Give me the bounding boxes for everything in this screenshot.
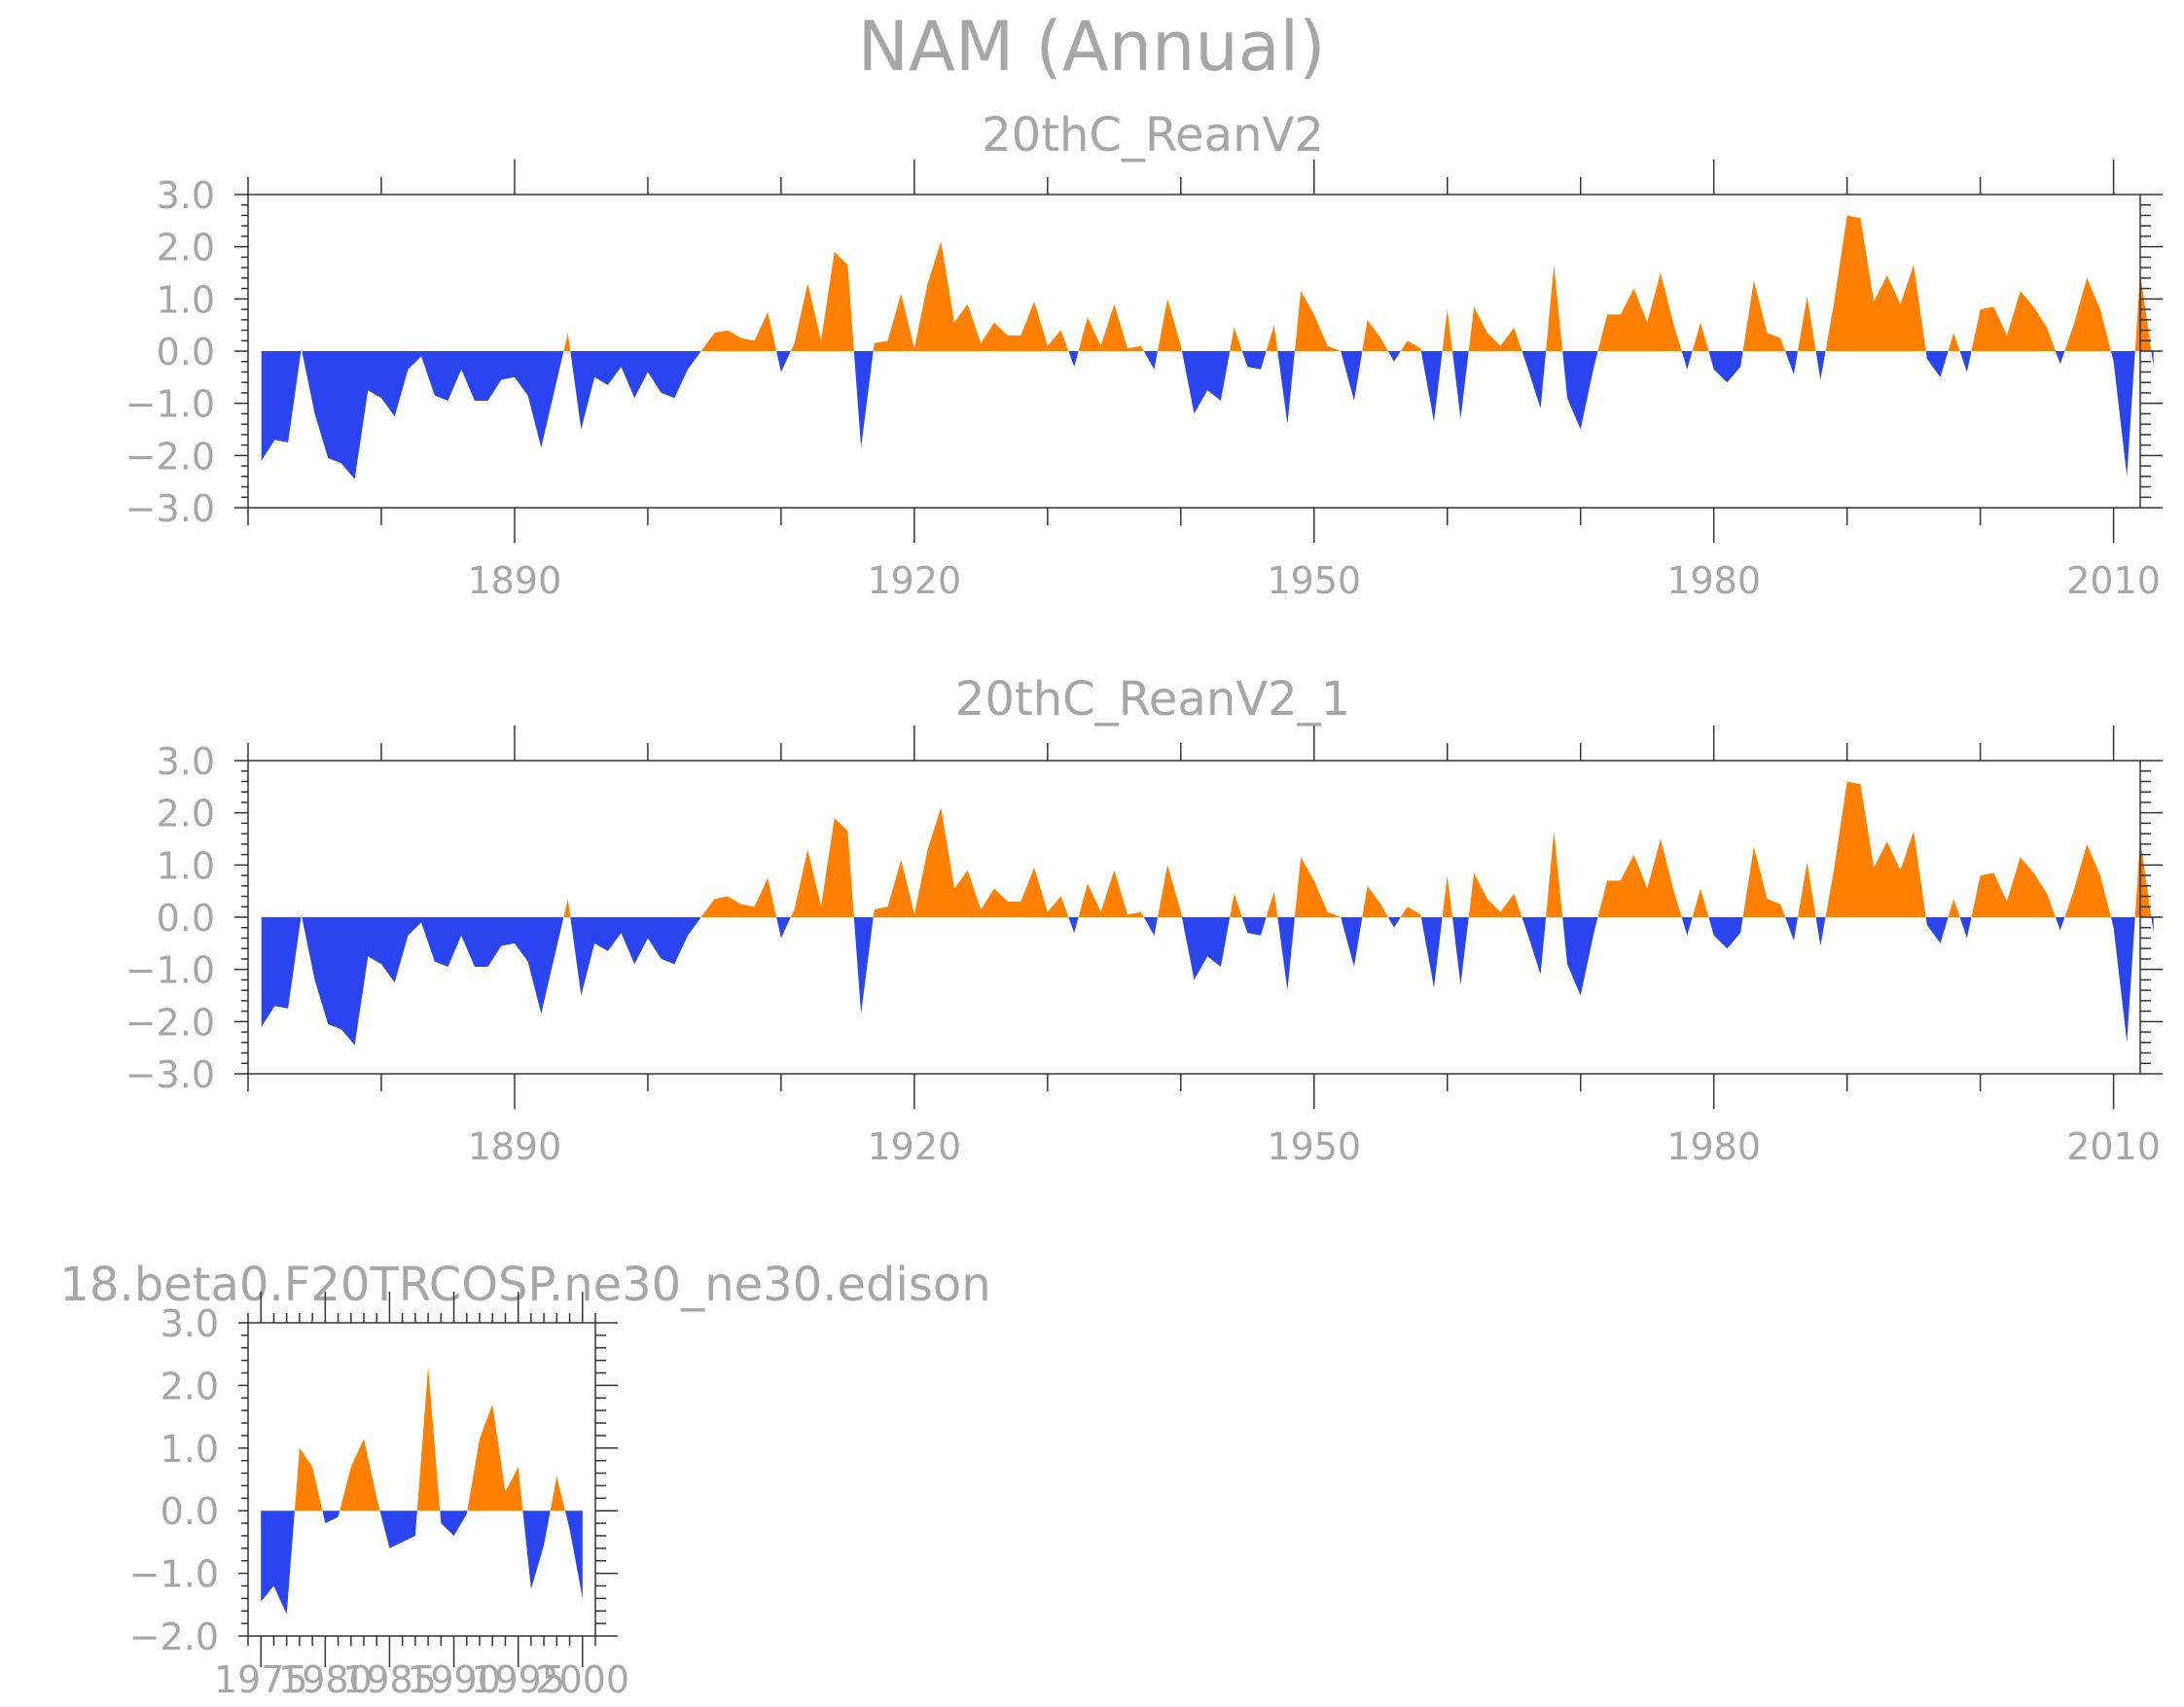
panel-2-y-tick-label: −3.0 (125, 1053, 215, 1096)
panel-3-positive-area (261, 1367, 583, 1511)
panel-2-x-tick-label: 1980 (1666, 1125, 1761, 1168)
panel-3-x-tick-label: 1975 (214, 1658, 308, 1701)
panel-3-negative-area (261, 1511, 583, 1615)
panel-1-y-tick-label: 0.0 (157, 331, 215, 373)
panel-1-y-tick-label: 3.0 (157, 174, 215, 217)
panel-3-y-tick-label: 2.0 (161, 1365, 219, 1407)
panel-1-x-tick-label: 1980 (1666, 559, 1761, 602)
panel-2: 20thC_ReanV2_1 3.0 2.0 1.0 0.0 −1.0 −2.0 −3.0 1… (125, 672, 2163, 1168)
panel-1-y-tick-label: −2.0 (125, 435, 215, 478)
panel-3-axes: 3.0 2.0 1.0 0.0 −1.0 −2.019751980198519901995… (129, 1292, 629, 1701)
panel-3: 18.beta0.F20TRCOSP.ne30_ne30.edison 3.0 2… (59, 1258, 990, 1701)
panel-1-axes: 3.0 2.0 1.0 0.0 −1.0 −2.0 −3.0 1890 1920 1950 1980… (125, 160, 2163, 602)
panel-3-x-tick-label: 1990 (407, 1658, 501, 1701)
panel-1-negative-area (261, 351, 2154, 480)
panel-1-title: 20thC_ReanV2 (982, 108, 1324, 162)
panel-1-y-tick-label: −3.0 (125, 487, 215, 530)
panel-1-y-tick-label: −1.0 (125, 383, 215, 426)
panel-2-y-tick-label: 0.0 (157, 897, 215, 940)
panel-2-x-tick-label: 2010 (2066, 1125, 2161, 1168)
panel-2-x-tick-label: 1950 (1267, 1125, 1361, 1168)
panel-3-x-tick-label: 1995 (471, 1658, 565, 1701)
panel-2-x-tick-label: 1890 (468, 1125, 562, 1168)
panel-1-x-tick-label: 1890 (468, 559, 562, 602)
panel-1-y-tick-label: 1.0 (157, 278, 215, 321)
panel-1: 20thC_ReanV2 3.0 2.0 1.0 0.0 −1.0 −2.0 −3.0 189… (125, 108, 2163, 602)
panel-2-axes: 3.0 2.0 1.0 0.0 −1.0 −2.0 −3.0 1890 1920 1950 1980… (125, 726, 2163, 1168)
panel-2-x-tick-label: 1920 (867, 1125, 961, 1168)
panel-1-y-tick-label: 2.0 (157, 227, 215, 269)
panel-2-positive-area (261, 781, 2154, 917)
panel-3-x-tick-label: 2000 (535, 1658, 629, 1701)
panel-2-series (261, 781, 2154, 1046)
panel-3-y-tick-label: 3.0 (161, 1302, 219, 1345)
panel-2-title: 20thC_ReanV2_1 (955, 672, 1350, 727)
panel-2-frame (247, 760, 2141, 1075)
panel-1-series (261, 215, 2154, 480)
panel-1-x-tick-label: 1920 (867, 559, 961, 602)
panel-3-y-tick-label: 0.0 (161, 1490, 219, 1533)
panel-3-y-tick-label: 1.0 (161, 1428, 219, 1471)
panel-1-x-tick-label: 1950 (1267, 559, 1361, 602)
panel-2-y-tick-label: 3.0 (157, 740, 215, 783)
panel-3-frame (247, 1322, 596, 1637)
panel-3-series (261, 1367, 583, 1615)
panel-1-positive-area (261, 215, 2154, 351)
panel-1-frame (247, 194, 2141, 509)
panel-3-x-tick-label: 1985 (342, 1658, 437, 1701)
main-title: NAM (Annual) (858, 7, 1326, 87)
panel-3-y-tick-label: −1.0 (129, 1553, 219, 1596)
panel-2-y-tick-label: 1.0 (157, 844, 215, 887)
panel-2-y-tick-label: 2.0 (157, 793, 215, 836)
panel-3-y-tick-label: −2.0 (129, 1616, 219, 1658)
panel-3-title: 18.beta0.F20TRCOSP.ne30_ne30.edison (59, 1258, 990, 1312)
panel-1-x-tick-label: 2010 (2066, 559, 2161, 602)
panel-2-y-tick-label: −2.0 (125, 1001, 215, 1044)
panel-3-x-tick-label: 1980 (278, 1658, 373, 1701)
panel-2-negative-area (261, 917, 2154, 1046)
panel-2-y-tick-label: −1.0 (125, 949, 215, 992)
